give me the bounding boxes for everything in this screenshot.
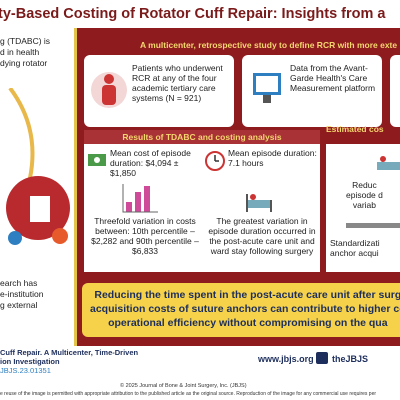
left-illustration — [6, 88, 70, 245]
text-line: ion Investigation — [0, 357, 60, 366]
results-heading-bar: Results of TDABC and costing analysis — [84, 130, 320, 144]
result-cell: The greatest variation in episode durati… — [208, 216, 316, 256]
text-line: e-institution — [0, 289, 44, 299]
text-line: acquisition costs of suture anchors can … — [90, 303, 400, 315]
title: ty-Based Costing of Rotator Cuff Repair:… — [0, 6, 386, 22]
bar-icon — [122, 184, 158, 213]
result-cell: Mean cost of episode duration: $4,094 ± … — [110, 148, 191, 178]
estimated-panel: Reduc episode d variab Standardizati anc… — [326, 144, 400, 272]
box-edge — [390, 55, 400, 127]
conclusion-box: Reducing the time spent in the post-acut… — [82, 283, 400, 337]
box-text: Patients who underwent RCR at any of the… — [132, 63, 223, 103]
data-box: Data from the Avant-Garde Health's Care … — [242, 55, 382, 127]
text-line: dying rotator — [0, 58, 48, 68]
results-panel: Mean cost of episode duration: $4,094 ± … — [84, 144, 320, 272]
anchor-icon — [346, 223, 400, 228]
text-line: Cuff Repair. A Multicenter, Time-Driven — [0, 348, 139, 357]
text-line: episode d — [346, 190, 383, 200]
text-line: g (TDABC) is — [0, 36, 51, 46]
results-heading: Results of TDABC and costing analysis — [122, 132, 282, 142]
text-line: d in health — [0, 47, 40, 57]
estimated-heading: Estimated cos — [326, 124, 384, 134]
banner: A multicenter, retrospective study to de… — [140, 40, 398, 50]
bed-icon — [377, 156, 400, 170]
money-icon — [88, 154, 106, 166]
box-text: Data from the Avant-Garde Health's Care … — [290, 63, 376, 93]
text-line: Reducing the time spent in the post-acut… — [94, 289, 400, 301]
title-bar: ty-Based Costing of Rotator Cuff Repair:… — [0, 0, 400, 28]
left-bottom-text: earch has e-institution g external — [0, 278, 43, 311]
text-line: anchor acqui — [330, 248, 379, 258]
estimated-item: Standardizati anchor acqui — [330, 238, 380, 258]
bed-icon — [246, 194, 272, 212]
estimated-item: Reduc episode d variab — [346, 180, 383, 210]
text-line: Standardizati — [330, 238, 380, 248]
left-panel: g (TDABC) is d in health dying rotator e… — [0, 28, 77, 346]
text-line: Reduc — [352, 180, 377, 190]
result-cell: Threefold variation in costs between: 10… — [91, 216, 199, 256]
social[interactable]: theJBJS — [332, 354, 369, 364]
data-icon — [253, 73, 281, 103]
study-box: Patients who underwent RCR at any of the… — [84, 55, 234, 127]
result-cell: Mean episode duration: 7.1 hours — [228, 148, 317, 168]
patients-icon — [91, 72, 127, 108]
clock-icon — [205, 151, 225, 171]
copyright: © 2025 Journal of Bone & Joint Surgery, … — [120, 383, 247, 389]
conclusion: Reducing the time spent in the post-acut… — [90, 288, 400, 330]
text-line: earch has — [0, 278, 38, 288]
text-line: operational efficiency without compromis… — [108, 317, 388, 329]
website[interactable]: www.jbjs.org — [258, 354, 314, 364]
text-line: g external — [0, 300, 38, 310]
facebook-icon — [316, 352, 328, 364]
notice: e reuse of the image is permitted with a… — [0, 391, 377, 397]
citation: Cuff Repair. A Multicenter, Time-Driven … — [0, 348, 138, 375]
text-line: JBJS.23.01351 — [0, 366, 51, 375]
text-line: variab — [352, 200, 377, 210]
footer: Cuff Repair. A Multicenter, Time-Driven … — [0, 346, 400, 400]
left-top-text: g (TDABC) is d in health dying rotator — [0, 36, 50, 69]
